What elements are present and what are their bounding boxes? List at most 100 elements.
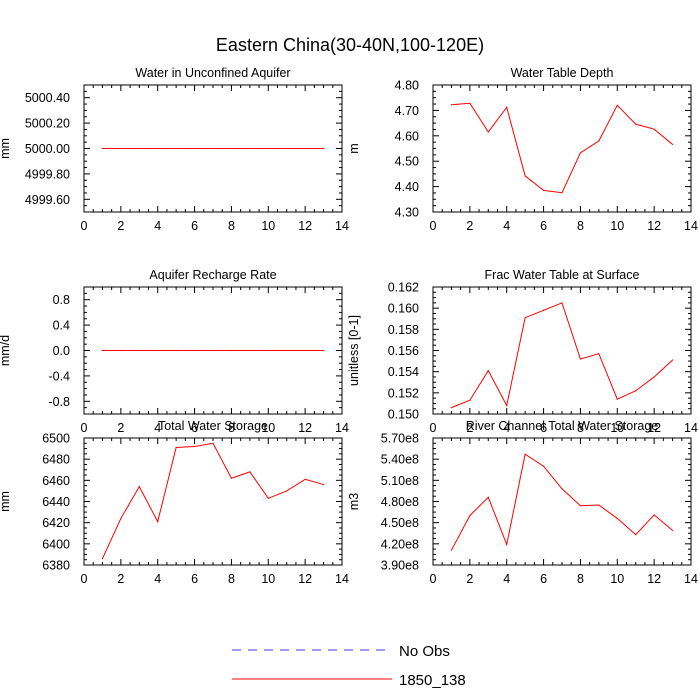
data-point	[653, 376, 655, 378]
panel-6: River Channel Total Water Storage m3 0 2 4 6 8…	[347, 419, 698, 586]
y-tick-label: 5.70e8	[381, 432, 419, 446]
data-point	[101, 147, 104, 150]
y-tick-label: 4.30	[395, 206, 419, 220]
x-tick-label: 4	[154, 219, 161, 233]
panel-1: Water in Unconfined Aquifer mm 0 2 4 6 8 10 12 14…	[0, 66, 349, 233]
data-point	[506, 543, 508, 546]
data-point	[286, 147, 288, 150]
data-point	[635, 123, 637, 125]
x-tick-label: 8	[228, 572, 235, 586]
y-tick-label: 0.154	[388, 365, 419, 379]
data-point	[469, 102, 471, 104]
data-point	[542, 189, 545, 192]
x-tick-label: 6	[540, 219, 547, 233]
y-axis-label: unitless [0-1]	[347, 315, 361, 386]
y-tick-label: 0.162	[388, 281, 419, 295]
y-tick-label: 5000.00	[25, 142, 70, 156]
panel-title: Aquifer Recharge Rate	[149, 268, 276, 282]
panel-title: Frac Water Table at Surface	[485, 268, 640, 282]
data-point	[230, 477, 233, 479]
y-tick-label: -0.4	[48, 369, 70, 383]
series-line-1850_138	[101, 442, 324, 559]
y-tick-label: 6400	[42, 537, 70, 551]
panel-3: Aquifer Recharge Rate mm/d 0 2 4 6 8 10 12 14 -0.8…	[0, 268, 349, 435]
x-tick-label: 4	[154, 421, 161, 435]
data-point	[635, 534, 637, 536]
data-point	[506, 106, 508, 108]
data-point	[450, 549, 453, 551]
x-tick-label: 2	[466, 421, 473, 435]
x-tick-label: 14	[335, 219, 349, 233]
y-tick-label: 0.0	[53, 344, 70, 358]
legend-label-1850-138: 1850_138	[399, 672, 466, 689]
data-point	[193, 445, 196, 448]
data-point	[157, 349, 159, 352]
data-point	[249, 349, 251, 352]
plot-frame	[83, 437, 343, 566]
data-point	[138, 349, 140, 352]
data-point	[561, 192, 563, 194]
x-tick-label: 14	[684, 421, 698, 435]
data-point	[212, 349, 214, 352]
data-point	[212, 442, 214, 444]
legend: No Obs 1850_138	[232, 643, 466, 689]
y-tick-label: 5000.20	[25, 117, 70, 131]
data-point	[579, 152, 582, 154]
x-tick-label: 8	[577, 572, 584, 586]
x-tick-label: 4	[503, 421, 510, 435]
x-tick-label: 10	[261, 572, 275, 586]
data-point	[286, 490, 288, 492]
y-tick-label: 4.80	[395, 79, 419, 93]
y-tick-label: 0.156	[388, 344, 419, 358]
data-point	[267, 349, 269, 352]
data-point	[542, 465, 545, 467]
y-tick-label: 3.90e8	[381, 559, 419, 573]
x-tick-label: 2	[117, 421, 124, 435]
x-tick-label: 12	[647, 572, 661, 586]
x-tick-label: 12	[298, 572, 312, 586]
data-point	[487, 370, 489, 372]
x-tick-label: 2	[117, 219, 124, 233]
data-point	[561, 302, 563, 304]
data-point	[671, 359, 674, 361]
data-point	[249, 147, 251, 150]
data-point	[101, 558, 104, 560]
x-tick-label: 10	[610, 421, 624, 435]
data-point	[524, 175, 526, 177]
x-tick-label: 10	[261, 421, 275, 435]
panels: Water in Unconfined Aquifer mm 0 2 4 6 8 10 12 14…	[0, 66, 698, 586]
data-point	[671, 143, 674, 146]
data-point	[267, 497, 269, 499]
x-tick-label: 10	[610, 219, 624, 233]
data-point	[157, 521, 159, 523]
y-tick-label: 6440	[42, 495, 70, 509]
panel-5: Total Water Storage mm 0 2 4 6 8 10 12 14 6380 6400…	[0, 419, 349, 586]
y-axis-label: m3	[347, 493, 361, 510]
x-tick-label: 4	[503, 219, 510, 233]
data-point	[322, 349, 325, 352]
y-tick-label: 6500	[42, 432, 70, 446]
data-point	[175, 446, 177, 449]
y-tick-label: 6420	[42, 516, 70, 530]
data-point	[469, 399, 471, 401]
y-tick-label: 6480	[42, 453, 70, 467]
data-point	[598, 140, 600, 142]
data-point	[230, 349, 233, 352]
y-tick-label: 4999.60	[25, 193, 70, 207]
y-axis-label: m	[347, 143, 361, 153]
data-point	[193, 147, 196, 150]
x-tick-label: 2	[466, 219, 473, 233]
data-point	[616, 517, 618, 520]
panel-4: Frac Water Table at Surface unitless [0-1…	[347, 268, 698, 435]
x-tick-label: 6	[540, 421, 547, 435]
data-point	[671, 529, 674, 532]
y-tick-label: 5.40e8	[381, 453, 419, 467]
panel-title: Water in Unconfined Aquifer	[135, 66, 290, 80]
data-point	[101, 349, 104, 352]
x-tick-label: 14	[684, 572, 698, 586]
data-point	[487, 496, 489, 498]
data-point	[506, 404, 508, 407]
data-point	[616, 398, 618, 400]
x-tick-label: 0	[81, 572, 88, 586]
